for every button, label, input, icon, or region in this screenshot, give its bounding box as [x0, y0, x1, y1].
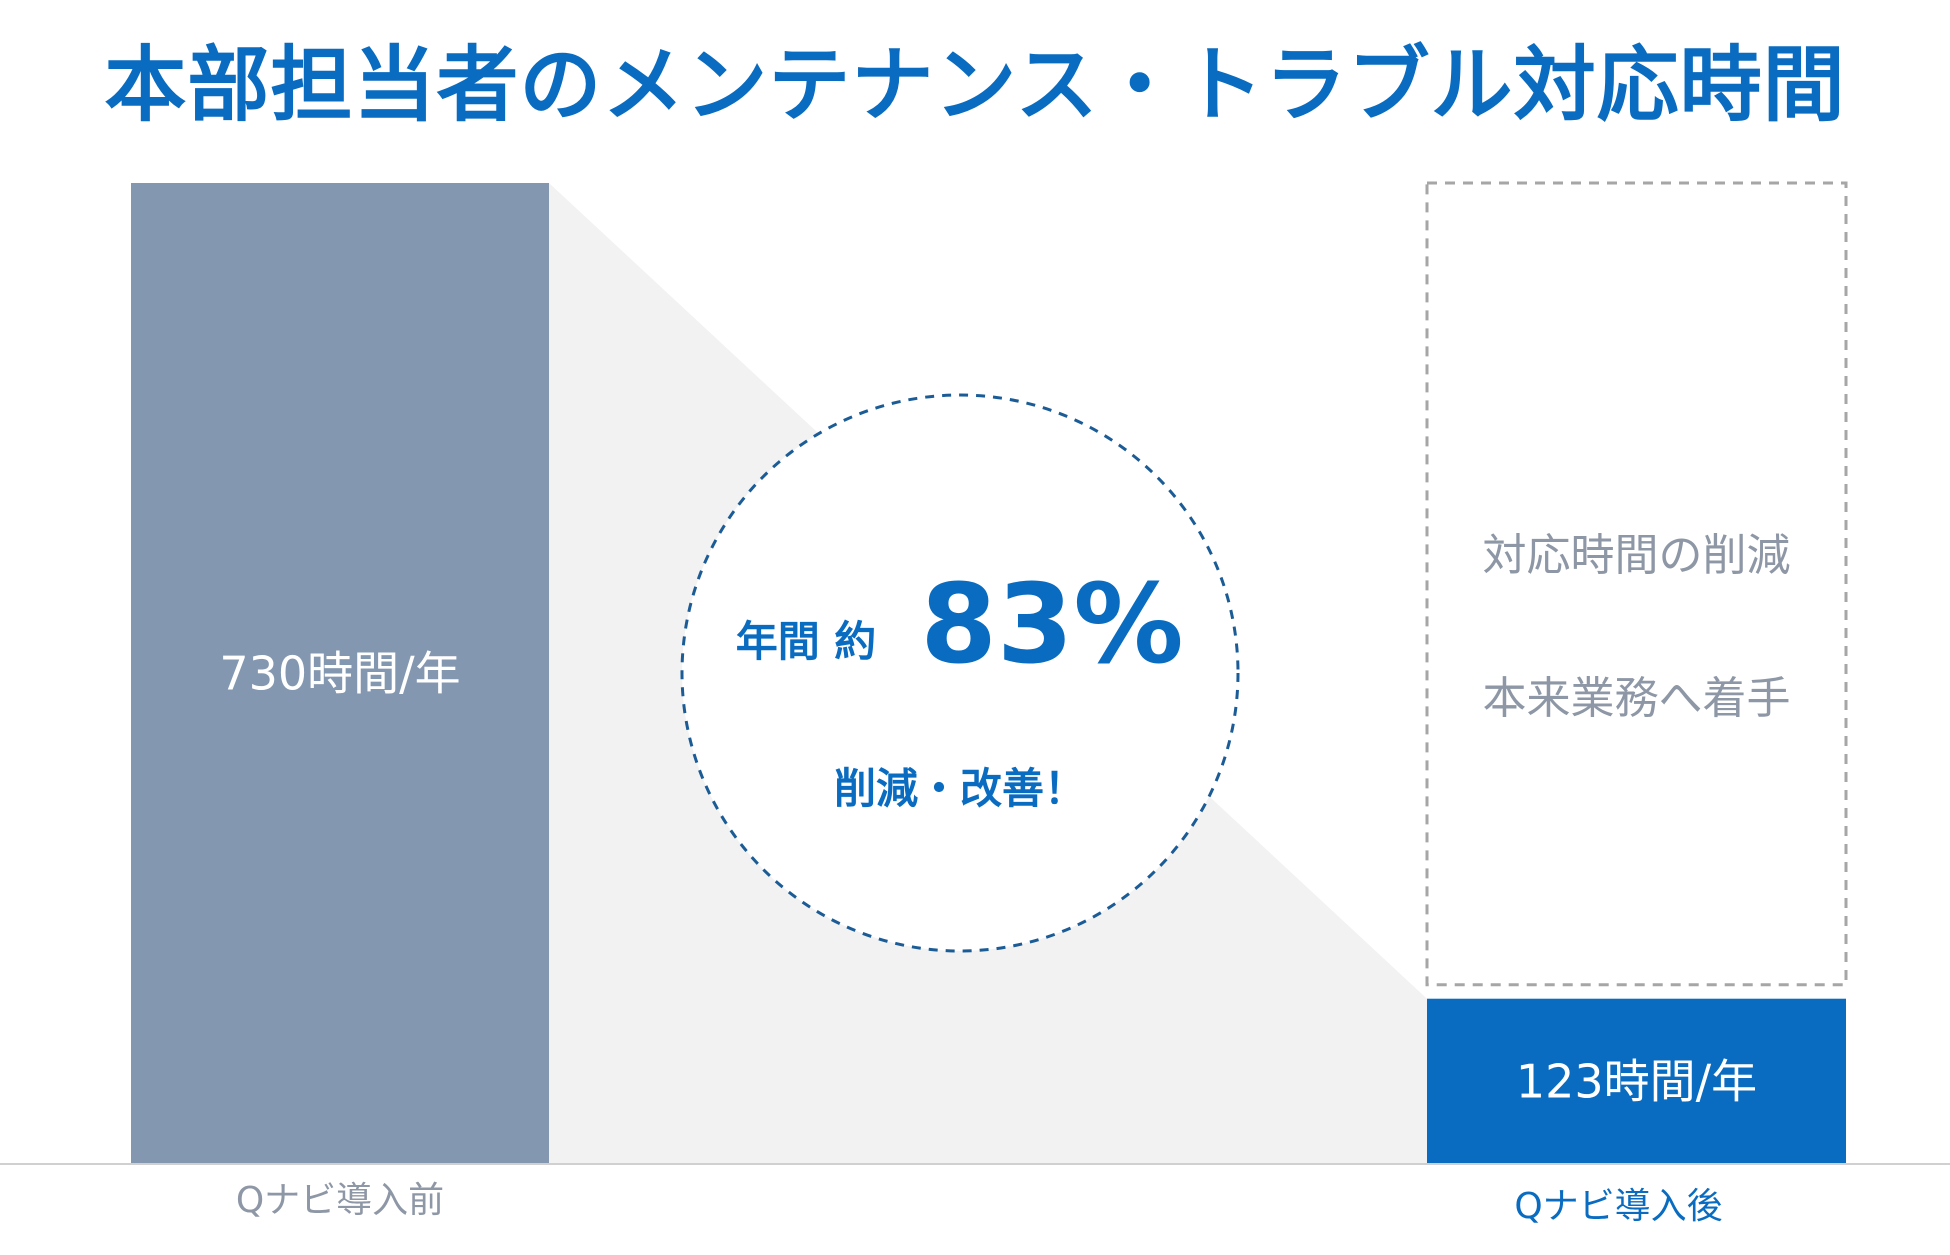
bar-before-value-label: 730時間/年	[219, 647, 460, 701]
chart-title: 本部担当者のメンテナンス・トラブル対応時間	[104, 38, 1846, 133]
category-label-after: Qナビ導入後	[1514, 1186, 1722, 1227]
reduction-percent: 83%	[920, 560, 1183, 688]
note-reduce-time: 対応時間の削減	[1483, 530, 1791, 581]
note-focus-core-work: 本来業務へ着手	[1483, 673, 1791, 724]
removed-time-outline	[1425, 181, 1848, 987]
bar-after	[1427, 998, 1846, 1164]
reduction-circle	[680, 393, 1240, 953]
reduction-prefix: 年間 約	[736, 617, 877, 666]
bar-before	[131, 183, 549, 1164]
reduction-caption: 削減・改善！	[834, 764, 1086, 813]
category-label-before: Qナビ導入前	[236, 1180, 444, 1221]
bar-after-value-label: 123時間/年	[1516, 1054, 1757, 1108]
